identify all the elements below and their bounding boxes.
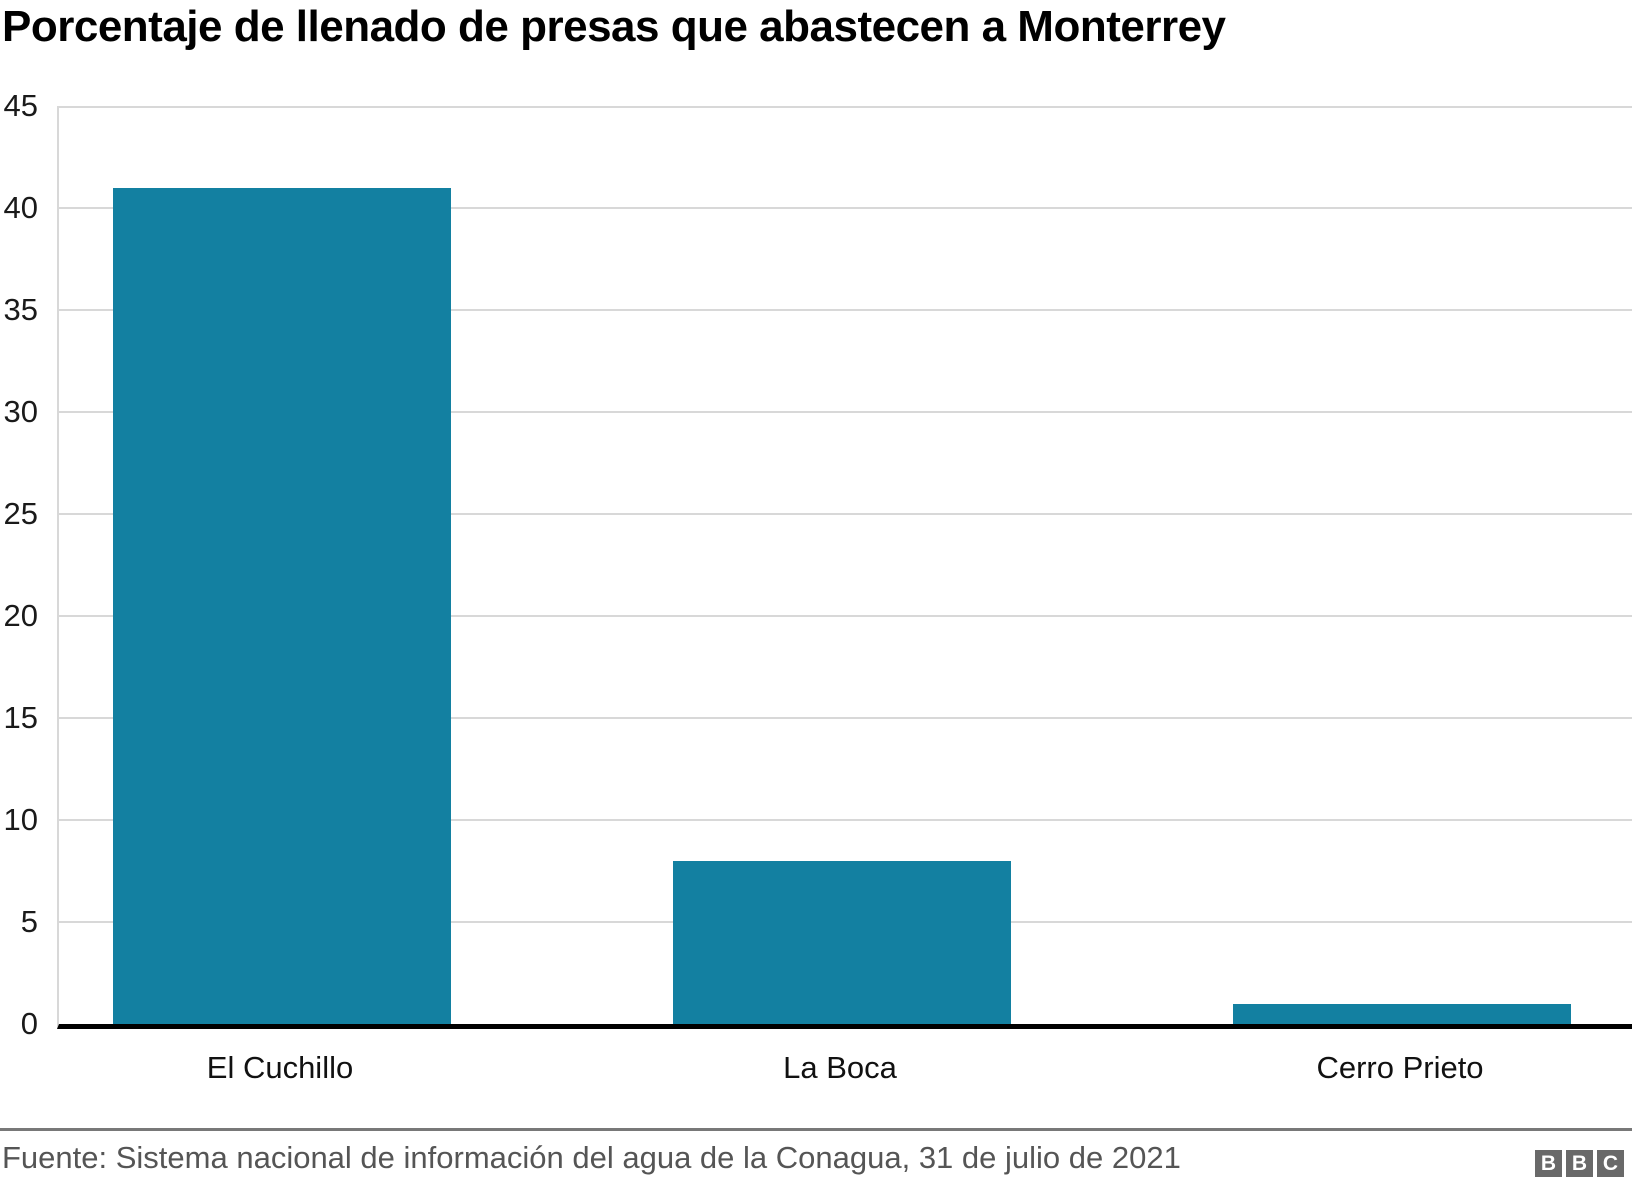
y-tick-label-20: 20 bbox=[3, 598, 38, 633]
gridline-y-30 bbox=[59, 411, 1632, 413]
source-attribution: Fuente: Sistema nacional de información … bbox=[2, 1140, 1181, 1175]
gridline-y-15 bbox=[59, 717, 1632, 719]
x-category-label-cerro-prieto: Cerro Prieto bbox=[1316, 1050, 1484, 1085]
bar-el-cuchillo bbox=[113, 188, 451, 1024]
gridline-y-35 bbox=[59, 309, 1632, 311]
y-tick-label-15: 15 bbox=[3, 700, 38, 735]
x-category-label-la-boca: La Boca bbox=[783, 1050, 897, 1085]
bbc-logo-block-3: C bbox=[1597, 1150, 1624, 1177]
bbc-logo-block-2: B bbox=[1566, 1150, 1593, 1177]
x-category-label-el-cuchillo: El Cuchillo bbox=[206, 1050, 354, 1085]
chart-title: Porcentaje de llenado de presas que abas… bbox=[2, 2, 1226, 51]
bar-cerro-prieto bbox=[1233, 1004, 1571, 1024]
bbc-logo-block-1: B bbox=[1535, 1150, 1562, 1177]
gridline-y-10 bbox=[59, 819, 1632, 821]
bar-la-boca bbox=[673, 861, 1011, 1024]
y-tick-label-30: 30 bbox=[3, 394, 38, 429]
y-tick-label-10: 10 bbox=[3, 802, 38, 837]
gridline-y-20 bbox=[59, 615, 1632, 617]
y-tick-label-25: 25 bbox=[3, 496, 38, 531]
plot-area bbox=[57, 106, 1632, 1029]
y-tick-label-0: 0 bbox=[20, 1006, 38, 1041]
y-tick-label-40: 40 bbox=[3, 190, 38, 225]
gridline-y-25 bbox=[59, 513, 1632, 515]
y-tick-label-35: 35 bbox=[3, 292, 38, 327]
gridline-y-40 bbox=[59, 207, 1632, 209]
gridline-y-45 bbox=[59, 106, 1632, 108]
y-tick-label-5: 5 bbox=[20, 904, 38, 939]
footer-divider bbox=[0, 1128, 1632, 1131]
y-tick-label-45: 45 bbox=[3, 88, 38, 123]
